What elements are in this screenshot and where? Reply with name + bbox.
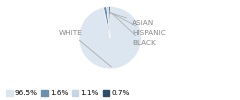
Text: WHITE: WHITE <box>59 30 111 67</box>
Legend: 96.5%, 1.6%, 1.1%, 0.7%: 96.5%, 1.6%, 1.1%, 0.7% <box>6 90 130 96</box>
Wedge shape <box>109 7 110 38</box>
Wedge shape <box>107 7 110 38</box>
Wedge shape <box>103 7 110 38</box>
Text: ASIAN: ASIAN <box>108 12 155 26</box>
Text: HISPANIC: HISPANIC <box>111 13 166 36</box>
Wedge shape <box>79 7 141 69</box>
Text: BLACK: BLACK <box>112 13 156 46</box>
